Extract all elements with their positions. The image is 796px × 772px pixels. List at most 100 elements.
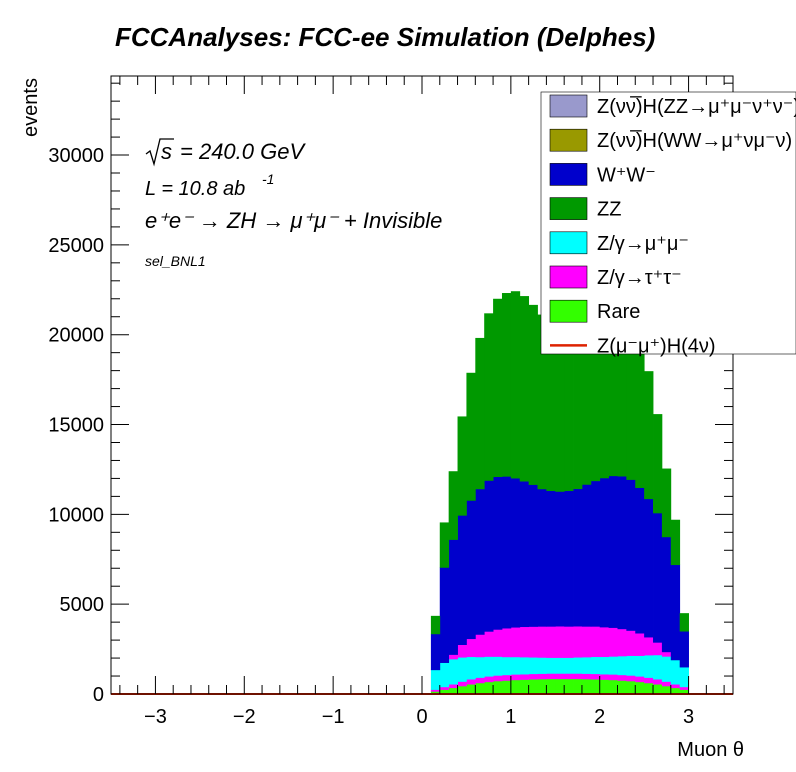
bar-series-3-bin-16 xyxy=(573,626,583,658)
bar-series-1-bin-2 xyxy=(448,684,458,689)
bar-series-1-bin-9 xyxy=(510,674,521,681)
bar-series-3-bin-2 xyxy=(448,654,458,660)
bar-series-3-bin-19 xyxy=(599,626,609,658)
bar-series-5-bin-11 xyxy=(528,304,538,485)
bar-series-5-bin-2 xyxy=(448,471,458,540)
bar-series-0-bin-16 xyxy=(573,678,583,695)
bar-series-1-bin-7 xyxy=(493,675,503,682)
bar-series-5-bin-12 xyxy=(537,314,547,490)
bar-series-4-bin-3 xyxy=(457,515,467,645)
bar-series-3-bin-15 xyxy=(564,626,574,658)
bar-series-3-bin-11 xyxy=(528,626,538,658)
bar-series-1-bin-4 xyxy=(466,679,476,685)
bar-series-5-bin-23 xyxy=(635,336,645,488)
bar-series-0-bin-9 xyxy=(510,679,521,695)
bar-series-2-bin-2 xyxy=(448,658,458,685)
bar-series-4-bin-23 xyxy=(635,487,645,634)
x-tick-label: −2 xyxy=(233,706,256,728)
bar-series-5-bin-20 xyxy=(608,292,618,477)
bar-series-0-bin-26 xyxy=(661,685,672,695)
legend-label: Z(νν̅)H(WW→μ⁺νμ⁻ν) xyxy=(597,129,792,152)
bar-series-5-bin-1 xyxy=(439,522,450,568)
bar-series-2-bin-4 xyxy=(466,656,476,680)
luminosity-exponent: -1 xyxy=(262,171,274,187)
bar-series-5-bin-19 xyxy=(599,291,609,479)
sqrt-s-symbol: s xyxy=(161,139,172,164)
bar-series-0-bin-10 xyxy=(519,679,530,695)
bar-series-1-bin-22 xyxy=(626,675,636,682)
bar-series-1-bin-0 xyxy=(430,689,441,692)
legend-label: Z/γ→τ⁺τ⁻ xyxy=(597,267,682,289)
selection-annotation: sel_BNL1 xyxy=(145,253,206,269)
legend-label: ZZ xyxy=(597,199,621,221)
bar-series-2-bin-20 xyxy=(608,656,618,675)
bar-series-2-bin-0 xyxy=(430,669,441,690)
bar-series-1-bin-12 xyxy=(537,673,547,680)
bar-series-5-bin-24 xyxy=(644,371,654,500)
bar-series-3-bin-5 xyxy=(475,634,485,658)
bar-series-1-bin-15 xyxy=(564,673,574,680)
bar-series-5-bin-7 xyxy=(493,298,503,478)
bar-series-2-bin-10 xyxy=(519,656,530,675)
bar-series-0-bin-22 xyxy=(626,680,636,695)
bar-series-5-bin-0 xyxy=(430,615,441,635)
bar-series-0-bin-3 xyxy=(457,685,467,695)
bar-series-2-bin-13 xyxy=(546,657,556,674)
legend-label: W⁺W⁻ xyxy=(597,164,656,186)
bar-series-5-bin-22 xyxy=(626,312,636,480)
bar-series-1-bin-26 xyxy=(661,681,672,687)
bar-series-3-bin-23 xyxy=(635,633,645,656)
y-tick-label: 20000 xyxy=(48,325,104,347)
bar-series-1-bin-6 xyxy=(484,676,494,683)
bar-series-1-bin-27 xyxy=(670,684,681,689)
bar-series-2-bin-11 xyxy=(528,657,538,675)
bar-series-3-bin-26 xyxy=(661,651,672,657)
bar-series-4-bin-13 xyxy=(546,490,556,627)
legend-swatch xyxy=(549,265,588,289)
bar-series-1-bin-28 xyxy=(679,686,689,690)
bar-series-5-bin-3 xyxy=(457,416,467,516)
bar-series-5-bin-13 xyxy=(546,321,556,492)
bar-series-0-bin-23 xyxy=(635,681,645,695)
bar-series-1-bin-25 xyxy=(653,679,663,685)
bar-series-1-bin-11 xyxy=(528,673,538,680)
y-tick-label: 10000 xyxy=(48,504,104,526)
bar-series-0-bin-1 xyxy=(439,689,450,695)
bar-series-3-bin-14 xyxy=(555,626,565,658)
bar-series-3-bin-21 xyxy=(617,628,627,657)
bar-series-4-bin-18 xyxy=(590,480,601,627)
bar-series-4-bin-7 xyxy=(493,476,503,630)
bar-series-4-bin-12 xyxy=(537,488,547,627)
bar-series-2-bin-19 xyxy=(599,656,609,675)
y-tick-labels: 0 5000 10000 15000 20000 25000 30000 xyxy=(48,145,104,706)
bar-series-5-bin-15 xyxy=(564,321,574,492)
bar-series-4-bin-14 xyxy=(555,491,565,627)
x-tick-label: −1 xyxy=(322,706,345,728)
bar-series-5-bin-21 xyxy=(617,298,627,477)
bar-series-0-bin-14 xyxy=(555,678,565,695)
bar-series-1-bin-19 xyxy=(599,674,609,680)
bar-series-3-bin-8 xyxy=(501,628,512,658)
legend-label: Z(μ⁻μ⁺)H(4ν) xyxy=(597,335,716,357)
legend-swatch xyxy=(549,128,588,152)
bar-series-2-bin-26 xyxy=(661,656,672,682)
bar-series-1-bin-24 xyxy=(644,677,654,684)
bar-series-2-bin-12 xyxy=(537,657,547,674)
legend-swatch xyxy=(549,197,588,220)
bar-series-4-bin-26 xyxy=(661,536,672,653)
bar-series-5-bin-9 xyxy=(510,291,521,479)
bar-series-3-bin-6 xyxy=(484,631,494,657)
bar-series-4-bin-24 xyxy=(644,498,654,638)
legend-label: Rare xyxy=(597,301,640,323)
bar-series-4-bin-25 xyxy=(653,512,663,643)
bar-series-2-bin-7 xyxy=(493,656,503,676)
x-axis-label: Muon θ xyxy=(677,739,744,761)
bar-series-4-bin-11 xyxy=(528,484,538,627)
bar-series-0-bin-19 xyxy=(599,679,609,695)
bar-series-5-bin-8 xyxy=(501,293,512,477)
bar-series-0-bin-12 xyxy=(537,678,547,695)
bar-series-1-bin-5 xyxy=(475,677,485,684)
bar-series-4-bin-6 xyxy=(484,480,494,632)
y-axis-label: events xyxy=(20,78,42,137)
x-tick-label: 1 xyxy=(505,706,516,728)
